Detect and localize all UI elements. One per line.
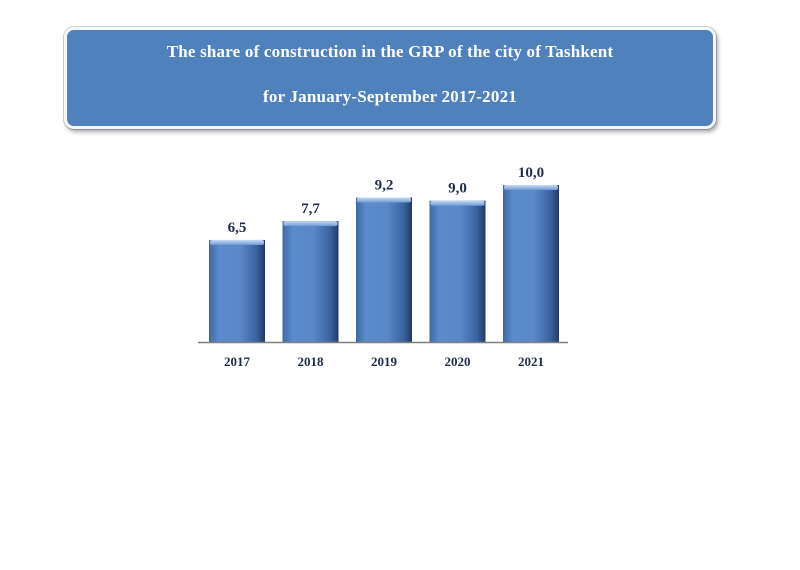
bar-top-highlight-2020 (430, 200, 485, 206)
bar-top-highlight-2017 (210, 239, 264, 245)
data-label-2020: 9,0 (448, 181, 467, 197)
data-label-2021: 10,0 (518, 165, 544, 181)
data-label-2019: 9,2 (375, 178, 394, 194)
x-tick-label-2017: 2017 (224, 354, 251, 369)
bar-2020 (429, 200, 486, 342)
bar-2018 (282, 221, 339, 342)
data-label-2017: 6,5 (228, 220, 247, 236)
chart-title-line1: The share of construction in the GRP of … (166, 42, 614, 61)
bar-2017 (209, 239, 265, 342)
chart-title-banner: The share of construction in the GRP of … (64, 27, 716, 129)
x-tick-label-2018: 2018 (298, 354, 325, 369)
bar-top-highlight-2021 (504, 185, 558, 190)
x-tick-label-2021: 2021 (518, 354, 544, 369)
bars-layer (209, 185, 559, 342)
bar-2021 (503, 185, 559, 342)
data-label-2018: 7,7 (301, 201, 320, 217)
x-tick-label-2019: 2019 (371, 354, 398, 369)
bar-top-highlight-2019 (357, 197, 411, 203)
x-tick-label-2020: 2020 (445, 354, 471, 369)
labels-layer: 6,5 2017 7,7 2018 9,2 2019 9,0 2020 10,0 2021 (224, 165, 544, 369)
chart-title-line2: for January-September 2017-2021 (263, 87, 517, 106)
bar-2019 (356, 197, 412, 342)
bar-top-highlight-2018 (283, 221, 338, 227)
